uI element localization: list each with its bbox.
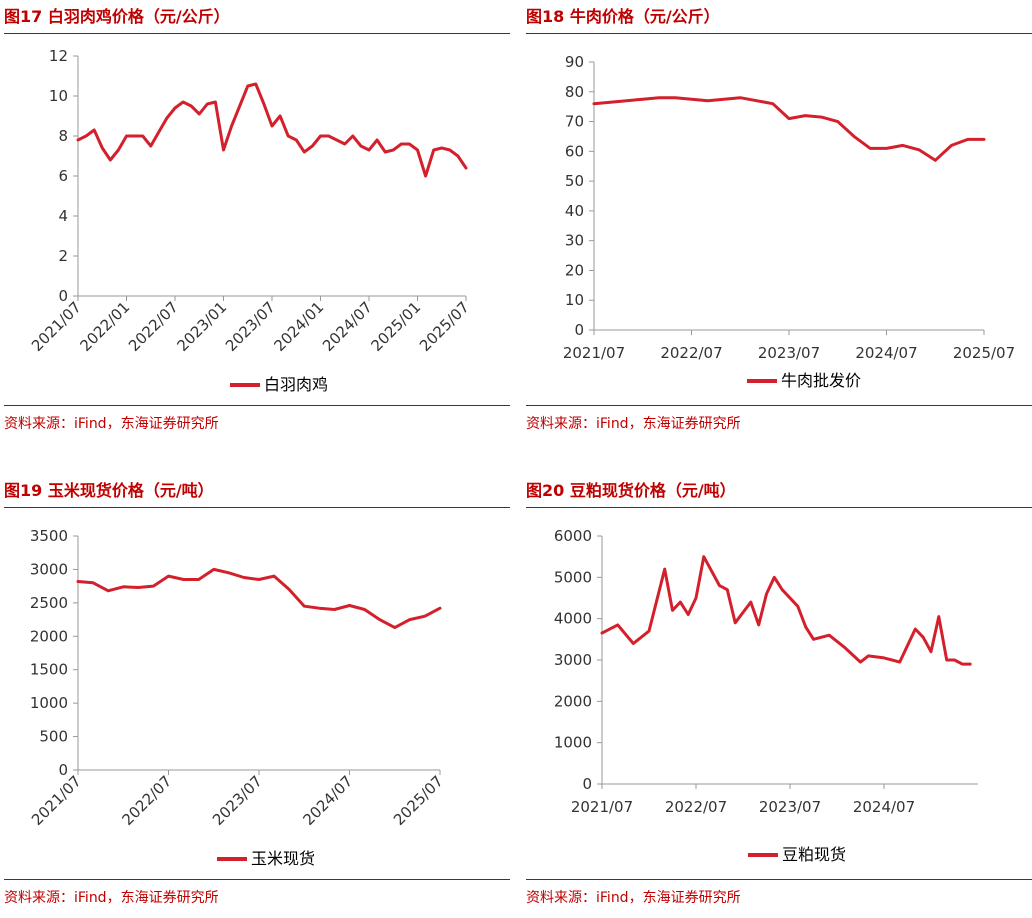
chart-title: 图18 牛肉价格（元/公斤） bbox=[526, 7, 720, 26]
source-rule bbox=[526, 879, 1032, 880]
y-tick-label: 6000 bbox=[554, 527, 592, 545]
legend-label: 豆粕现货 bbox=[782, 845, 846, 864]
y-tick-label: 50 bbox=[565, 172, 584, 190]
chart-panel-fig19: 图19 玉米现货价格（元/吨） 0 500 1000 1500 2000 2500 3000… bbox=[4, 478, 510, 918]
y-tick-label: 10 bbox=[49, 87, 68, 105]
source-rule bbox=[526, 405, 1032, 406]
y-tick-label: 3500 bbox=[30, 527, 68, 545]
y-tick-label: 0 bbox=[574, 321, 584, 339]
y-tick-label: 0 bbox=[58, 287, 68, 305]
y-tick-label: 30 bbox=[565, 232, 584, 250]
chart-panel-fig18: 图18 牛肉价格（元/公斤） 0 10 20 30 40 50 60 70 80 90 2021/0… bbox=[526, 4, 1032, 444]
x-tick-label: 2023/07 bbox=[758, 344, 820, 362]
x-tick-label: 2023/01 bbox=[174, 298, 231, 355]
source-rule bbox=[4, 879, 510, 880]
y-tick-label: 20 bbox=[565, 261, 584, 279]
y-tick-label: 3000 bbox=[554, 651, 592, 669]
series-line bbox=[592, 96, 986, 162]
legend-label: 白羽肉鸡 bbox=[264, 375, 328, 394]
x-tick-label: 2024/07 bbox=[853, 798, 915, 816]
chart-title: 图17 白羽肉鸡价格（元/公斤） bbox=[4, 7, 230, 26]
line-chart: 0 1000 2000 3000 4000 5000 6000 2021/07 2022/07 2… bbox=[554, 527, 978, 864]
source-note: 资料来源：iFind，东海证券研究所 bbox=[526, 416, 741, 432]
y-tick-label: 12 bbox=[49, 47, 68, 65]
x-tick-label: 2023/07 bbox=[759, 798, 821, 816]
y-tick-label: 90 bbox=[565, 53, 584, 71]
y-tick-label: 10 bbox=[565, 291, 584, 309]
x-tick-label: 2021/07 bbox=[563, 344, 625, 362]
x-tick-label: 2025/07 bbox=[416, 298, 473, 355]
x-tick-label: 2024/01 bbox=[271, 298, 328, 355]
legend-label: 牛肉批发价 bbox=[781, 371, 861, 390]
chart-panel-fig20: 图20 豆粕现货价格（元/吨） 0 1000 2000 3000 4000 5000 600… bbox=[526, 478, 1032, 918]
y-tick-label: 1000 bbox=[30, 694, 68, 712]
y-tick-label: 1000 bbox=[554, 734, 592, 752]
x-tick-label: 2025/07 bbox=[390, 772, 447, 829]
y-tick-label: 0 bbox=[582, 775, 592, 793]
x-tick-label: 2022/07 bbox=[665, 798, 727, 816]
x-tick-label: 2024/07 bbox=[319, 298, 376, 355]
title-rule bbox=[526, 33, 1032, 34]
y-tick-label: 2000 bbox=[30, 627, 68, 645]
source-note: 资料来源：iFind，东海证券研究所 bbox=[4, 416, 219, 432]
x-tick-label: 2024/07 bbox=[855, 344, 917, 362]
y-tick-label: 6 bbox=[58, 167, 68, 185]
chart-panel-fig17: 图17 白羽肉鸡价格（元/公斤） 0 2 4 6 8 10 12 2021/07 2022/01… bbox=[4, 4, 510, 444]
x-tick-label: 2024/07 bbox=[300, 772, 357, 829]
title-rule bbox=[526, 507, 1032, 508]
y-tick-label: 3000 bbox=[30, 560, 68, 578]
y-tick-label: 8 bbox=[58, 127, 68, 145]
x-tick-label: 2022/07 bbox=[119, 772, 176, 829]
x-tick-label: 2021/07 bbox=[28, 298, 85, 355]
y-tick-label: 70 bbox=[565, 113, 584, 131]
x-tick-label: 2022/07 bbox=[125, 298, 182, 355]
y-tick-label: 80 bbox=[565, 83, 584, 101]
line-chart: 0 500 1000 1500 2000 2500 3000 3500 2021/07 2022/… bbox=[28, 527, 447, 868]
title-rule bbox=[4, 33, 510, 34]
y-tick-label: 60 bbox=[565, 142, 584, 160]
x-tick-label: 2022/07 bbox=[660, 344, 722, 362]
legend-label: 玉米现货 bbox=[251, 849, 315, 868]
source-note: 资料来源：iFind，东海证券研究所 bbox=[4, 890, 219, 906]
x-tick-label: 2021/07 bbox=[571, 798, 633, 816]
series-line bbox=[600, 555, 972, 666]
chart-title: 图20 豆粕现货价格（元/吨） bbox=[526, 481, 736, 500]
y-tick-label: 5000 bbox=[554, 568, 592, 586]
y-tick-label: 500 bbox=[39, 728, 68, 746]
line-chart: 0 10 20 30 40 50 60 70 80 90 2021/07 2022/07 2023/07… bbox=[563, 53, 1015, 390]
source-note: 资料来源：iFind，东海证券研究所 bbox=[526, 890, 741, 906]
title-rule bbox=[4, 507, 510, 508]
x-tick-label: 2023/07 bbox=[209, 772, 266, 829]
y-tick-label: 2000 bbox=[554, 692, 592, 710]
y-tick-label: 2500 bbox=[30, 594, 68, 612]
x-tick-label: 2023/07 bbox=[222, 298, 279, 355]
line-chart: 0246810122021/072022/012022/072023/01202… bbox=[28, 47, 473, 394]
series-line bbox=[76, 567, 442, 630]
y-tick-label: 4 bbox=[58, 207, 68, 225]
y-tick-label: 4000 bbox=[554, 610, 592, 628]
x-tick-label: 2025/01 bbox=[368, 298, 425, 355]
y-tick-label: 1500 bbox=[30, 661, 68, 679]
series-line bbox=[76, 82, 468, 178]
x-tick-label: 2025/07 bbox=[953, 344, 1015, 362]
y-tick-label: 0 bbox=[58, 761, 68, 779]
chart-title: 图19 玉米现货价格（元/吨） bbox=[4, 481, 214, 500]
source-rule bbox=[4, 405, 510, 406]
x-tick-label: 2022/01 bbox=[77, 298, 134, 355]
x-tick-label: 2021/07 bbox=[28, 772, 85, 829]
y-tick-label: 40 bbox=[565, 202, 584, 220]
y-tick-label: 2 bbox=[58, 247, 68, 265]
